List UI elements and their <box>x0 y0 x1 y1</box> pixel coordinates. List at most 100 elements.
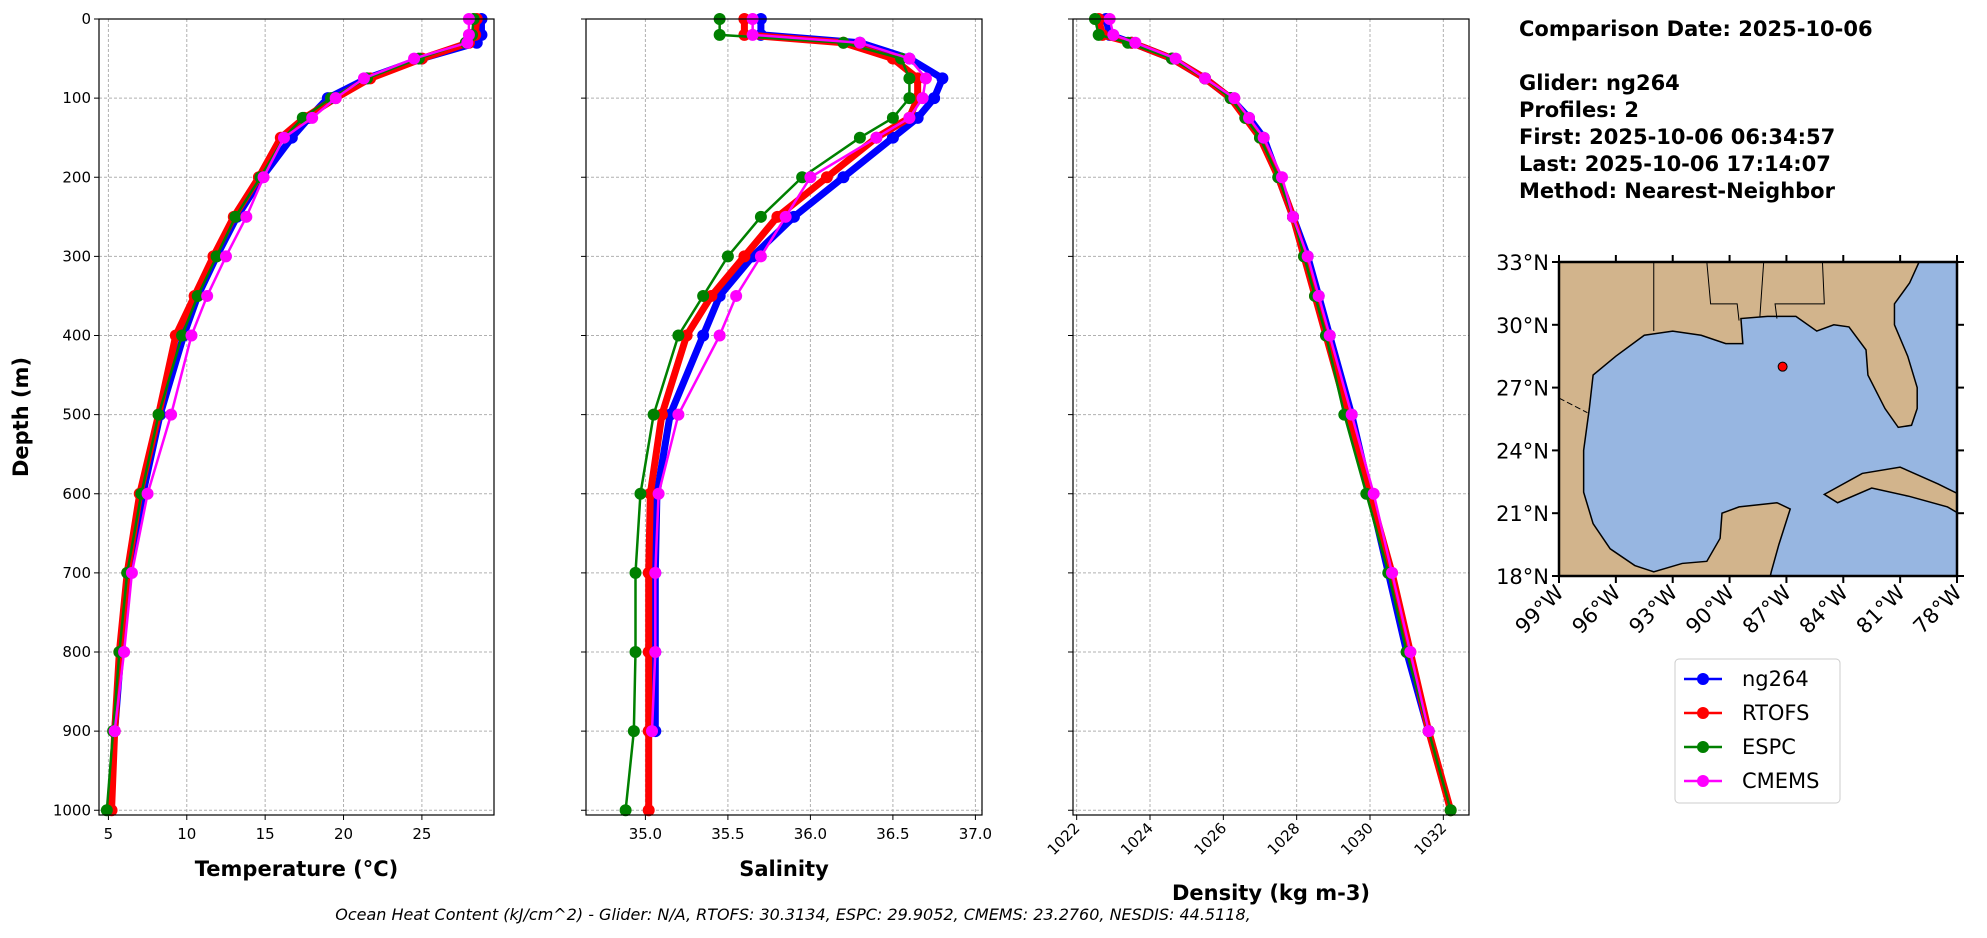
profile-point <box>329 92 342 105</box>
profile-point <box>647 408 660 421</box>
profile-point <box>672 329 685 342</box>
profile-point <box>771 210 784 223</box>
profile-point <box>1287 210 1299 223</box>
info-line: Last: 2025-10-06 17:14:07 <box>1519 152 1831 176</box>
info-line: Method: Nearest-Neighbor <box>1519 179 1836 203</box>
y-tick-label: 100 <box>62 89 91 107</box>
x-tick-label: 1022 <box>1044 819 1084 859</box>
y-tick-label: 33°N <box>1496 251 1549 275</box>
info-comparison: Comparison Date: 2025-10-06 <box>1519 17 1873 41</box>
profile-point <box>306 111 319 124</box>
y-tick-label: 400 <box>62 327 91 345</box>
axes-frame <box>1072 18 1470 816</box>
legend-marker <box>1697 741 1709 753</box>
profile-point <box>649 646 662 659</box>
profile-point <box>746 28 759 41</box>
profile-point <box>928 92 941 105</box>
y-tick-label: 600 <box>62 485 91 503</box>
profile-point <box>152 408 165 421</box>
axes-frame <box>585 18 983 816</box>
x-tick-label: 1026 <box>1190 819 1230 859</box>
y-tick-label: 18°N <box>1496 565 1549 589</box>
profile-point <box>118 646 131 659</box>
profile-point <box>629 646 642 659</box>
profile-point <box>646 725 658 738</box>
profile-point <box>903 111 916 124</box>
y-tick-label: 27°N <box>1496 377 1549 401</box>
profile-point <box>903 92 916 105</box>
legend-marker <box>1697 775 1709 787</box>
legend-label: RTOFS <box>1742 701 1809 725</box>
profile-point <box>277 131 290 144</box>
glider-location <box>1777 361 1788 372</box>
profile-point <box>100 804 113 817</box>
y-tick-label: 700 <box>62 564 91 582</box>
profile-point <box>1301 250 1314 263</box>
profile-line <box>1108 18 1430 732</box>
profile-point <box>754 210 767 223</box>
profile-point <box>1107 28 1120 41</box>
profile-point <box>165 408 178 421</box>
x-tick-label: 84°W <box>1795 580 1853 638</box>
profile-point <box>642 804 655 817</box>
profile-point <box>629 566 642 579</box>
profile-point <box>125 566 138 579</box>
profile-point <box>705 289 718 302</box>
profile-point <box>1345 408 1358 421</box>
axes-frame <box>98 18 495 816</box>
profile-point <box>619 804 632 817</box>
profile-point <box>680 329 693 342</box>
profile-point <box>652 487 665 500</box>
profile-point <box>730 289 743 302</box>
profile-point <box>240 210 253 223</box>
x-tick-label: 1024 <box>1117 819 1157 859</box>
profile-point <box>916 92 929 105</box>
x-tick-label: 1030 <box>1337 819 1377 859</box>
profile-point <box>787 210 800 223</box>
x-axis-label: Salinity <box>739 857 829 881</box>
y-tick-label: 800 <box>62 643 91 661</box>
x-tick-label: 10 <box>177 825 196 843</box>
profile-line <box>113 19 471 732</box>
profile-point <box>141 487 154 500</box>
x-tick-label: 87°W <box>1738 580 1796 638</box>
profile-point <box>697 289 710 302</box>
y-tick-label: 1000 <box>53 801 91 819</box>
y-tick-label: 300 <box>62 247 91 265</box>
y-tick-label: 500 <box>62 406 91 424</box>
profile-point <box>853 36 866 49</box>
x-tick-label: 81°W <box>1852 580 1910 638</box>
y-axis-label: Depth (m) <box>9 357 33 477</box>
x-tick-label: 20 <box>334 825 353 843</box>
border <box>1706 262 1740 321</box>
profile-point <box>903 52 916 65</box>
profile-point <box>408 52 421 65</box>
profile-point <box>911 111 924 124</box>
profile-point <box>1243 111 1255 124</box>
profile-point <box>886 131 899 144</box>
profile-point <box>886 111 899 124</box>
land <box>1822 466 1957 514</box>
profile-point <box>627 725 640 738</box>
footer: Ocean Heat Content (kJ/cm^2) - Glider: N… <box>335 905 1250 924</box>
profile-point <box>1312 289 1325 302</box>
profile-point <box>1199 72 1211 85</box>
profile-point <box>257 171 270 184</box>
profile-point <box>697 329 710 342</box>
y-tick-label: 24°N <box>1496 439 1549 463</box>
x-tick-label: 99°W <box>1511 580 1569 638</box>
profile-point <box>185 329 198 342</box>
profile-point <box>210 250 223 263</box>
profile-point <box>176 329 189 342</box>
profile-point <box>649 566 662 579</box>
profile-point <box>1367 487 1380 500</box>
profile-point <box>191 289 204 302</box>
x-tick-label: 36.5 <box>876 825 909 843</box>
x-tick-label: 15 <box>256 825 275 843</box>
y-tick-label: 900 <box>62 722 91 740</box>
profile-point <box>870 131 883 144</box>
profile-point <box>796 171 809 184</box>
profile-point <box>936 72 949 85</box>
profile-point <box>219 250 232 263</box>
x-axis-label: Density (kg m-3) <box>1172 881 1370 905</box>
